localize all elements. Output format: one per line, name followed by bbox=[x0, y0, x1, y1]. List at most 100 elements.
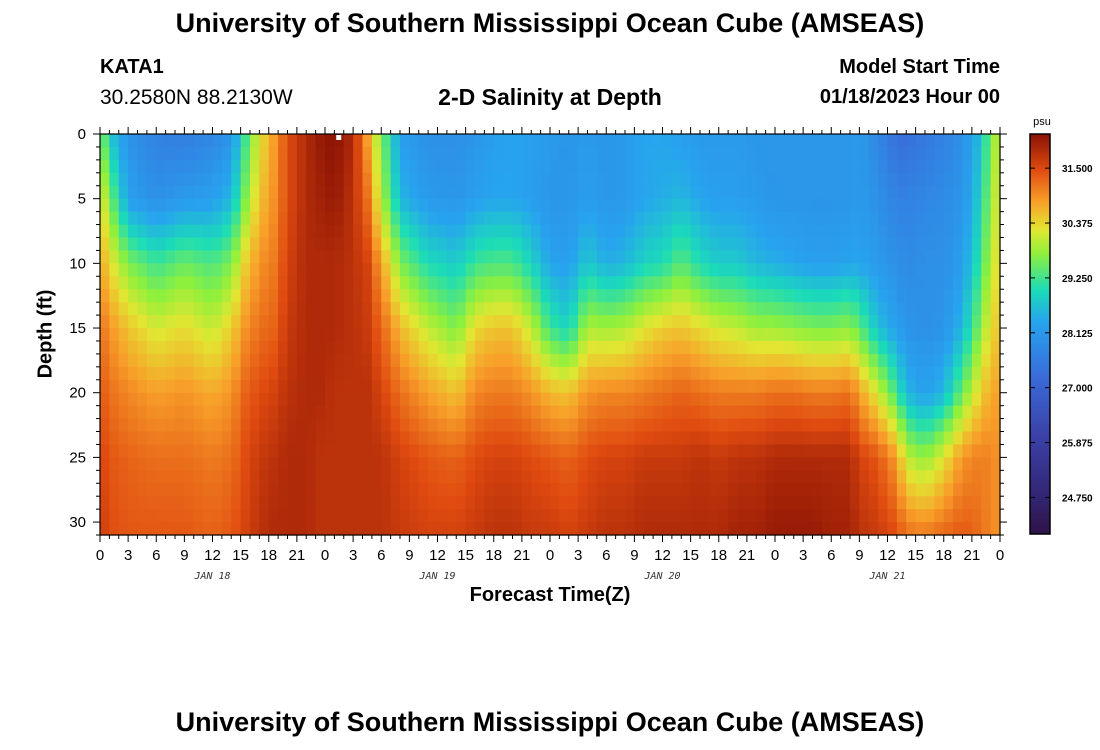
heatmap-cell bbox=[146, 522, 157, 536]
heatmap-cell bbox=[850, 509, 860, 523]
x-tick-label: 21 bbox=[514, 547, 531, 564]
heatmap-cell bbox=[250, 496, 260, 510]
heatmap-cell bbox=[971, 224, 982, 239]
heatmap-cell bbox=[962, 353, 973, 368]
heatmap-cell bbox=[503, 470, 514, 484]
heatmap-cell bbox=[962, 496, 973, 510]
heatmap-cell bbox=[765, 496, 776, 510]
heatmap-cell bbox=[568, 418, 579, 433]
heatmap-cell bbox=[184, 328, 195, 342]
heatmap-cell bbox=[531, 366, 542, 381]
heatmap-cell bbox=[962, 457, 973, 471]
heatmap-cell bbox=[334, 211, 345, 226]
heatmap-cell bbox=[371, 172, 382, 187]
heatmap-cell bbox=[896, 134, 907, 148]
heatmap-cell bbox=[334, 353, 345, 368]
heatmap-cell bbox=[146, 263, 157, 277]
heatmap-cell bbox=[512, 353, 523, 368]
heatmap-cell bbox=[390, 405, 401, 420]
heatmap-cell bbox=[915, 302, 926, 316]
heatmap-cell bbox=[653, 444, 664, 458]
heatmap-cell bbox=[409, 237, 420, 252]
heatmap-cell bbox=[662, 159, 673, 174]
heatmap-cell bbox=[465, 353, 476, 368]
heatmap-cell bbox=[250, 276, 260, 290]
heatmap-cell bbox=[240, 392, 251, 407]
heatmap-cell bbox=[325, 198, 335, 213]
heatmap-cell bbox=[803, 289, 814, 303]
heatmap-cell bbox=[184, 522, 195, 536]
heatmap-cell bbox=[803, 198, 814, 213]
heatmap-cell bbox=[362, 379, 373, 394]
heatmap-cell bbox=[371, 250, 382, 264]
heatmap-cell bbox=[812, 496, 823, 510]
heatmap-cell bbox=[906, 172, 917, 187]
heatmap-cell bbox=[118, 418, 129, 433]
heatmap-cell bbox=[306, 353, 317, 368]
heatmap-cell bbox=[165, 276, 176, 290]
heatmap-cell bbox=[925, 224, 935, 239]
heatmap-cell bbox=[709, 522, 720, 536]
heatmap-cell bbox=[287, 211, 298, 226]
heatmap-cell bbox=[746, 146, 757, 161]
heatmap-cell bbox=[943, 250, 954, 264]
heatmap-cell bbox=[315, 134, 326, 148]
heatmap-cell bbox=[840, 263, 851, 277]
heatmap-cell bbox=[250, 289, 260, 303]
heatmap-cell bbox=[953, 431, 964, 446]
heatmap-cell bbox=[156, 392, 167, 407]
heatmap-cell bbox=[512, 289, 523, 303]
heatmap-cell bbox=[756, 198, 767, 213]
heatmap-cell bbox=[634, 237, 645, 252]
heatmap-cell bbox=[831, 224, 842, 239]
heatmap-cell bbox=[765, 457, 776, 471]
heatmap-cell bbox=[962, 250, 973, 264]
heatmap-cell bbox=[896, 496, 907, 510]
heatmap-cell bbox=[240, 302, 251, 316]
heatmap-cell bbox=[418, 224, 429, 239]
heatmap-cell bbox=[484, 470, 495, 484]
heatmap-cell bbox=[437, 392, 448, 407]
heatmap-cell bbox=[193, 418, 204, 433]
heatmap-cell bbox=[212, 483, 223, 497]
heatmap-cell bbox=[409, 392, 420, 407]
heatmap-cell bbox=[268, 224, 279, 239]
heatmap-cell bbox=[334, 483, 345, 497]
heatmap-cell bbox=[278, 340, 289, 355]
heatmap-cell bbox=[212, 379, 223, 394]
heatmap-cell bbox=[887, 353, 898, 368]
heatmap-cell bbox=[212, 302, 223, 316]
heatmap-cell bbox=[390, 276, 401, 290]
heatmap-cell bbox=[493, 431, 504, 446]
heatmap-cell bbox=[962, 185, 973, 200]
heatmap-cell bbox=[756, 522, 767, 536]
heatmap-cell bbox=[775, 431, 785, 446]
heatmap-cell bbox=[859, 224, 870, 239]
heatmap-cell bbox=[803, 134, 814, 148]
heatmap-cell bbox=[868, 431, 879, 446]
heatmap-cell bbox=[878, 159, 889, 174]
heatmap-cell bbox=[100, 522, 110, 536]
heatmap-cell bbox=[878, 522, 889, 536]
heatmap-cell bbox=[578, 172, 589, 187]
heatmap-cell bbox=[221, 211, 232, 226]
heatmap-cell bbox=[868, 366, 879, 381]
heatmap-cell bbox=[437, 211, 448, 226]
heatmap-cell bbox=[521, 198, 532, 213]
heatmap-cell bbox=[990, 353, 1001, 368]
heatmap-cell bbox=[690, 263, 701, 277]
heatmap-cell bbox=[362, 224, 373, 239]
heatmap-cell bbox=[831, 276, 842, 290]
heatmap-cell bbox=[671, 172, 682, 187]
heatmap-cell bbox=[559, 522, 570, 536]
heatmap-cell bbox=[765, 211, 776, 226]
heatmap-cell bbox=[353, 405, 364, 420]
heatmap-cell bbox=[559, 250, 570, 264]
heatmap-cell bbox=[690, 379, 701, 394]
heatmap-cell bbox=[615, 457, 626, 471]
heatmap-cell bbox=[821, 159, 832, 174]
heatmap-cell bbox=[540, 250, 551, 264]
heatmap-cell bbox=[953, 134, 964, 148]
heatmap-cell bbox=[390, 198, 401, 213]
heatmap-cell bbox=[671, 340, 682, 355]
